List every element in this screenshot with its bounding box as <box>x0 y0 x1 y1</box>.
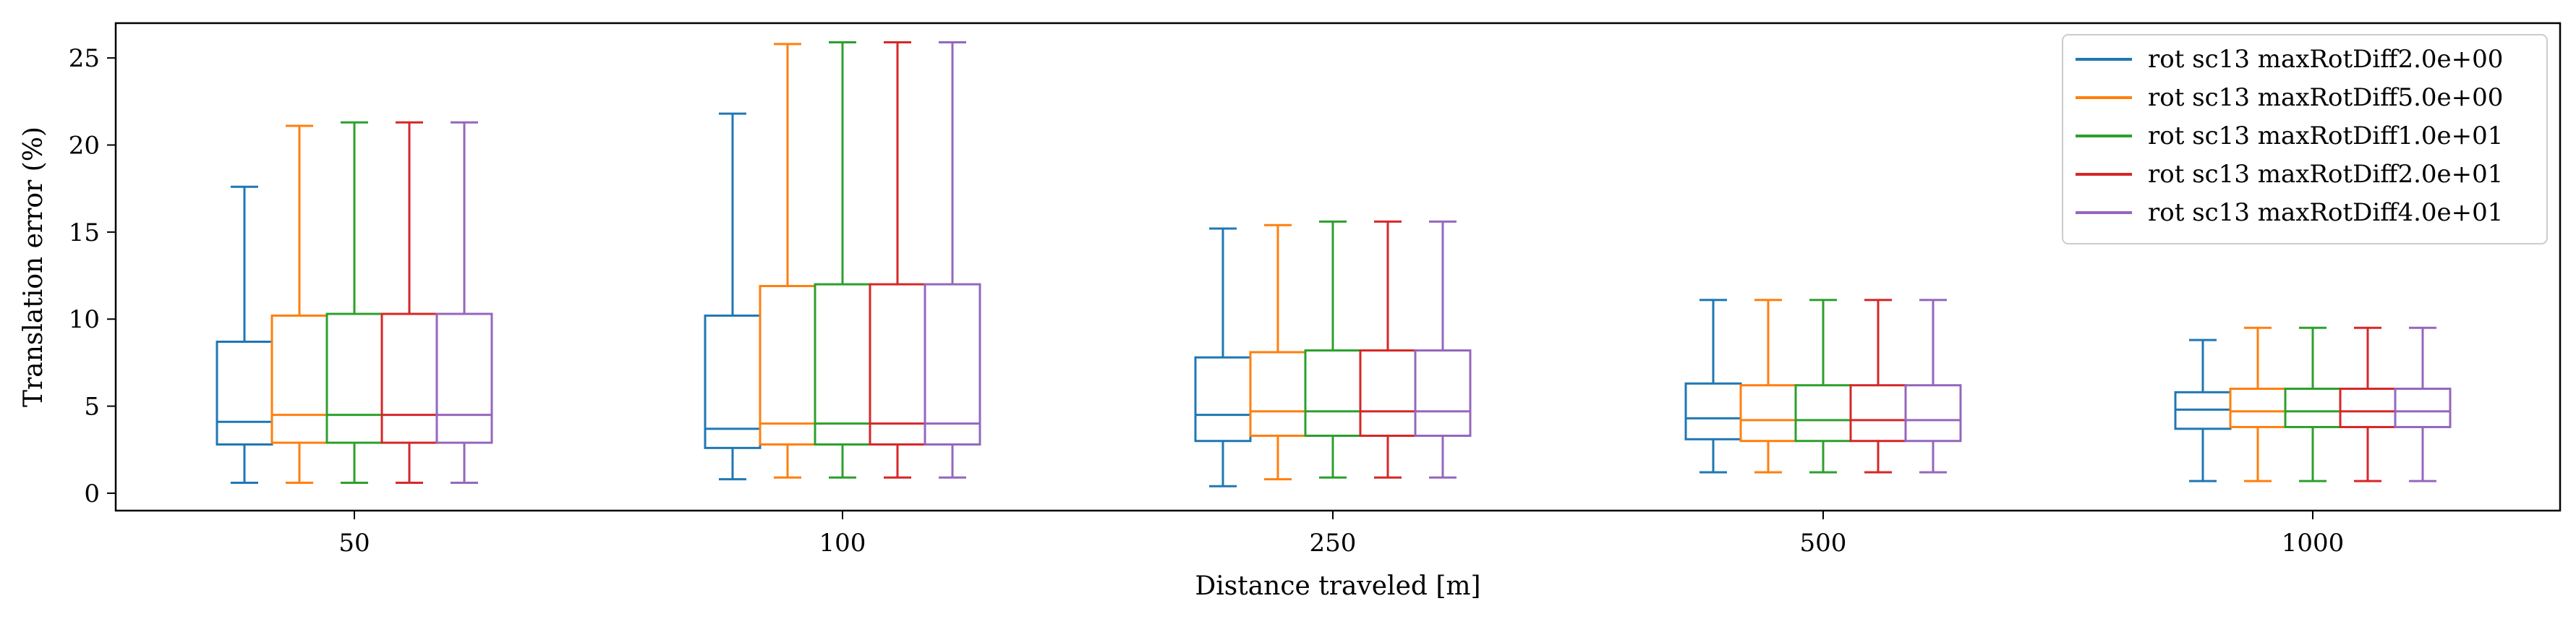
x-tick-label: 1000 <box>2282 529 2345 558</box>
box-body <box>2394 388 2452 428</box>
legend-label: rot sc13 maxRotDiff1.0e+01 <box>2148 122 2503 150</box>
box-body <box>1359 349 1417 437</box>
box-body <box>380 312 438 444</box>
x-tick-label: 50 <box>338 529 370 558</box>
box-body <box>270 314 328 444</box>
y-tick-label: 15 <box>69 218 100 247</box>
box <box>270 124 328 484</box>
box-series-group <box>216 41 2452 487</box>
box <box>1684 299 1742 474</box>
y-tick-label: 5 <box>84 393 100 422</box>
x-tick-label: 500 <box>1800 529 1847 558</box>
box-body <box>1904 384 1962 443</box>
box-body <box>435 312 493 444</box>
box <box>924 41 981 479</box>
box-body <box>2284 388 2342 428</box>
y-tick-label: 25 <box>69 44 100 73</box>
box <box>1194 227 1252 487</box>
box <box>759 43 816 479</box>
box <box>1249 223 1307 481</box>
box <box>2174 338 2232 482</box>
x-axis: 50 100 250 500 1000 <box>338 511 2344 558</box>
box-body <box>924 283 981 446</box>
legend-label: rot sc13 maxRotDiff5.0e+00 <box>2148 83 2503 112</box>
box <box>2229 326 2287 482</box>
x-axis-label: Distance traveled [m] <box>1195 571 1480 601</box>
box-body <box>1414 349 1472 437</box>
box-series <box>435 41 2452 484</box>
legend: rot sc13 maxRotDiff2.0e+00 rot sc13 maxRo… <box>2062 34 2548 244</box>
box <box>1359 220 1417 479</box>
box-body <box>1249 351 1307 437</box>
y-axis: 0 5 10 15 20 25 <box>69 44 116 508</box>
box-body <box>325 312 383 444</box>
legend-label: rot sc13 maxRotDiff4.0e+01 <box>2148 198 2503 227</box>
box-body <box>1849 384 1907 443</box>
y-axis-label: Translation error (%) <box>19 127 48 407</box>
box-body <box>216 341 273 446</box>
box <box>1849 299 1907 474</box>
box <box>216 185 273 484</box>
box <box>814 41 871 479</box>
box-body <box>1794 384 1852 443</box>
legend-label: rot sc13 maxRotDiff2.0e+01 <box>2148 160 2503 189</box>
y-tick-label: 20 <box>69 132 100 161</box>
box <box>1904 299 1962 474</box>
box-body <box>759 284 816 446</box>
box <box>325 121 383 484</box>
box <box>2394 326 2452 482</box>
box <box>704 112 762 481</box>
box <box>1304 220 1362 479</box>
y-tick-label: 0 <box>84 480 100 508</box>
box <box>1794 299 1852 474</box>
box <box>380 121 438 484</box>
box <box>869 41 926 479</box>
box <box>1739 299 1797 474</box>
box-body <box>814 283 871 446</box>
box-body <box>2339 388 2397 428</box>
legend-label: rot sc13 maxRotDiff2.0e+00 <box>2148 45 2503 74</box>
x-tick-label: 100 <box>819 529 866 558</box>
box-body <box>1684 382 1742 440</box>
box-body <box>2229 388 2287 428</box>
x-tick-label: 250 <box>1310 529 1357 558</box>
box-series <box>325 41 2342 484</box>
box <box>2284 326 2342 482</box>
box <box>435 121 493 484</box>
box <box>2339 326 2397 482</box>
y-tick-label: 10 <box>69 305 100 334</box>
legend-box <box>2062 34 2548 244</box>
plot-frame <box>114 22 2562 512</box>
box-body <box>1739 384 1797 443</box>
box-body <box>869 283 926 446</box>
box-body <box>1194 356 1252 443</box>
box-series <box>270 43 2287 484</box>
box <box>1414 220 1472 479</box>
box-body <box>1304 349 1362 437</box>
